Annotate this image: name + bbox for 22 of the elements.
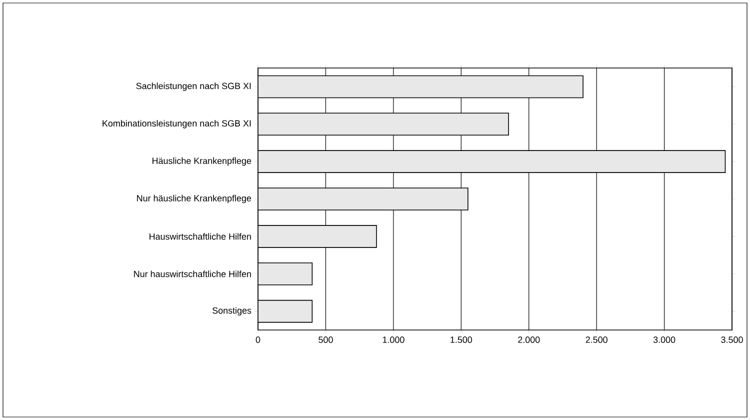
x-tick-label: 1.500 [450,336,472,343]
bar [258,225,377,248]
x-tick-label: 0 [256,336,260,343]
bar [258,75,584,98]
bar [258,188,468,210]
x-tick-label: 500 [318,336,333,343]
y-tick-label: Sonstiges [212,307,252,316]
x-tick-label: 3.500 [721,336,743,343]
x-tick-label: 3.000 [653,336,676,343]
bar [258,150,726,173]
x-tick-label: 2.500 [586,336,608,343]
y-tick-label: Hauswirtschaftliche Hilfen [150,233,251,240]
x-tick-label: 2.000 [518,336,540,343]
bar [258,112,509,136]
y-tick-label: Nur hauswirtschaftliche Hilfen [134,270,251,278]
y-tick-label: Nur häusliche Krankenpflege [137,194,252,204]
x-tick-label: 1.000 [382,336,404,343]
y-tick-label: Kombinationsleistungen nach SGB XI [102,120,251,128]
bar [258,262,313,286]
y-tick-label: Häusliche Krankenpflege [152,157,252,166]
y-tick-label: Sachleistungen nach SGB XI [136,82,251,91]
bar [258,300,313,323]
